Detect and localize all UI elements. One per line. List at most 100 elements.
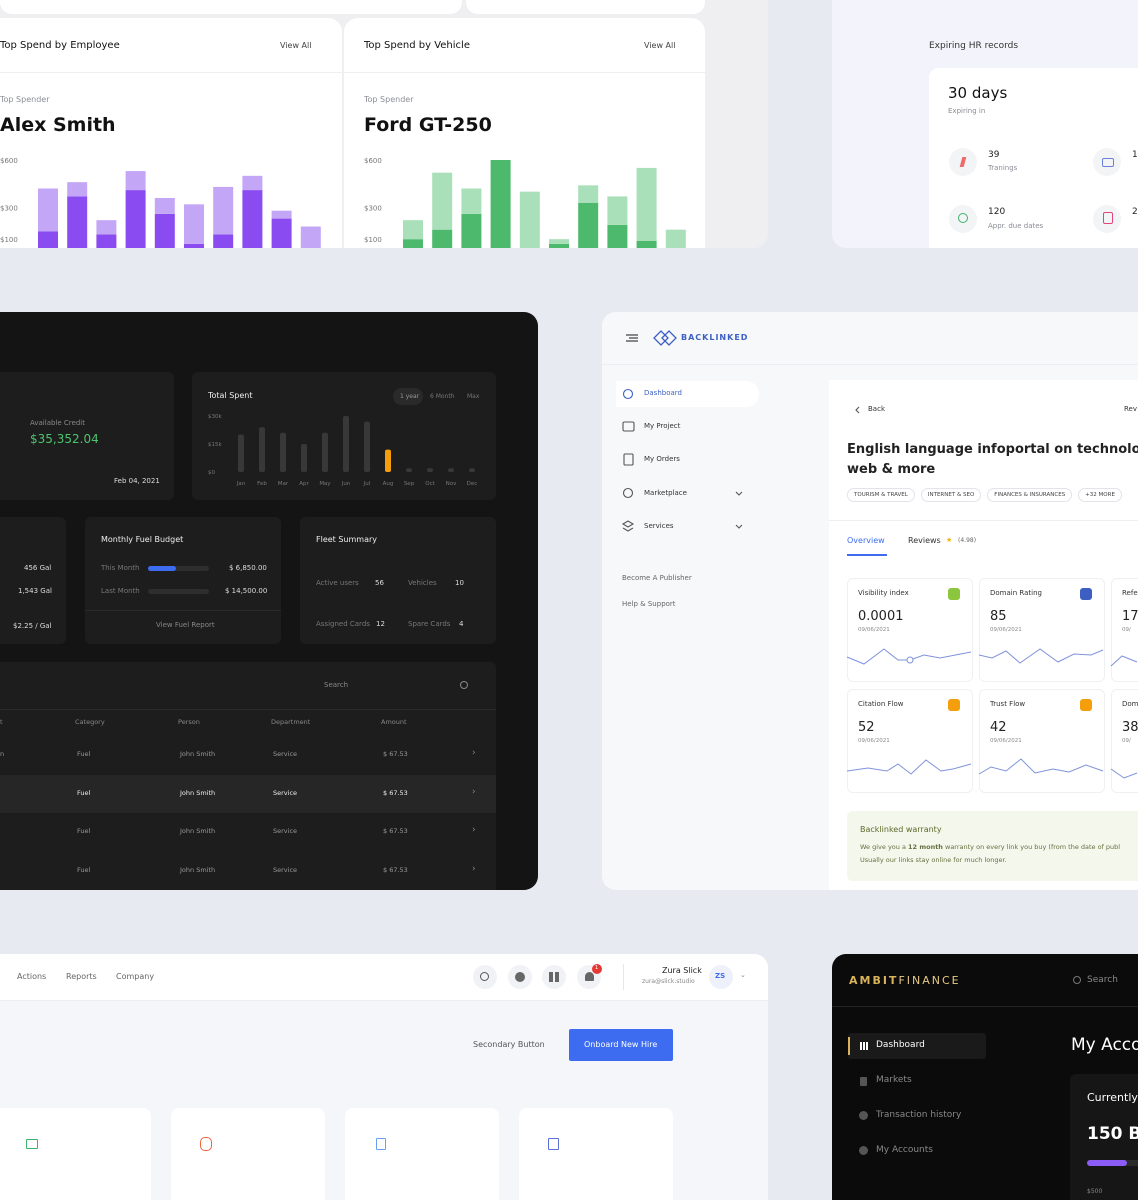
table-cell: Fuel <box>77 866 91 875</box>
metric-value: 38 <box>1122 720 1138 735</box>
nav-item[interactable]: Company <box>116 972 155 981</box>
tab[interactable]: 6 Month <box>430 393 455 400</box>
table-header: Amount <box>381 718 407 726</box>
icon <box>621 520 635 532</box>
card-title: Top Spend by Vehicle <box>364 40 470 51</box>
menu-icon <box>626 334 638 342</box>
tab[interactable]: Reviews <box>908 536 941 545</box>
summary-value: 12 <box>376 620 385 628</box>
tab[interactable]: 1 year <box>400 393 420 400</box>
nav-item[interactable]: Markets <box>876 1075 912 1085</box>
tag[interactable]: TOURISM & TRAVEL <box>847 488 915 502</box>
back-link[interactable]: Back <box>868 405 885 413</box>
fuel-card <box>0 517 66 644</box>
table-cell: $ 67.53 <box>383 788 408 797</box>
metric-value: 52 <box>858 720 875 735</box>
budget-title: Monthly Fuel Budget <box>101 535 184 544</box>
nav-item[interactable]: Actions <box>17 972 47 981</box>
nav-item[interactable]: My Project <box>644 422 681 430</box>
review-link[interactable]: Rev <box>1124 405 1137 413</box>
view-all[interactable]: View All <box>280 41 312 50</box>
nav-icons <box>621 388 860 532</box>
tag[interactable]: FINANCES & INSURANCES <box>987 488 1073 502</box>
x-tick-label: Sep <box>404 481 415 487</box>
nav-item[interactable]: Services <box>644 522 674 530</box>
bar-segment <box>549 239 569 244</box>
tab[interactable]: Max <box>467 393 480 400</box>
chevron[interactable]: ⌄ <box>740 971 746 979</box>
avatar <box>709 965 733 989</box>
search-icon <box>480 972 489 981</box>
side-link[interactable]: Become A Publisher <box>622 574 692 582</box>
nav-active <box>616 381 759 407</box>
nav-item[interactable]: Dashboard <box>876 1040 925 1050</box>
progress-fill <box>1087 1160 1127 1166</box>
card-icon <box>548 1138 559 1150</box>
x-tick-label: Apr <box>299 481 309 487</box>
summary-value: 4 <box>459 620 464 628</box>
bar-segment <box>403 220 423 240</box>
secondary-button[interactable]: Secondary Button <box>473 1040 545 1049</box>
text: warranty on every link you buy (from the… <box>942 843 1121 851</box>
sparkline <box>1110 768 1138 779</box>
spent-chart: $30k $15k $0 Jan Feb Mar Apr May Jun Jul Aug Sep Oct… <box>208 414 477 487</box>
chevron <box>735 491 743 529</box>
nav-item[interactable]: My Accounts <box>876 1145 933 1155</box>
bar-segment <box>519 191 540 248</box>
sparkline-dot <box>906 656 914 664</box>
y-tick-label: $300 <box>0 205 18 213</box>
bar-segment <box>549 243 569 248</box>
logo-a: AMBIT <box>849 974 899 987</box>
warranty-text: We give you a 12 month warranty on every… <box>860 844 1120 851</box>
nav-item[interactable]: Transaction history <box>876 1110 962 1120</box>
tab[interactable]: Overview <box>847 536 885 545</box>
bar-segment <box>67 182 88 197</box>
bar-segment <box>271 218 292 248</box>
caption: Top Spender <box>0 95 50 104</box>
budget-label: This Month <box>101 564 140 572</box>
divider <box>0 709 496 710</box>
row-arrow: › <box>472 864 476 875</box>
bar-segment <box>665 229 686 248</box>
nav-item[interactable]: Marketplace <box>644 489 687 497</box>
row-arrow: › <box>472 825 476 836</box>
y-tick-label: $300 <box>364 205 382 213</box>
divider <box>623 964 624 990</box>
bar-segment <box>461 188 482 214</box>
primary-button-label[interactable]: Onboard New Hire <box>584 1040 658 1049</box>
metric-icon <box>948 588 960 600</box>
backlinked-decor <box>621 330 1138 779</box>
metric-label: Domain Rating <box>990 589 1042 597</box>
bar <box>427 468 433 472</box>
side-link[interactable]: Help & Support <box>622 600 676 608</box>
budget-label: Last Month <box>101 587 140 595</box>
x-tick-label: May <box>319 481 331 487</box>
credit-card <box>0 372 174 500</box>
metric-label: Refe <box>1122 589 1138 597</box>
bar <box>259 427 265 472</box>
table-cell: $ 67.53 <box>383 827 408 836</box>
tag[interactable]: INTERNET & SEO <box>920 488 982 502</box>
y-tick-label: $100 <box>0 236 18 244</box>
sparkline <box>1110 655 1138 667</box>
icon <box>1093 205 1121 233</box>
table-cell: John Smith <box>180 750 216 758</box>
search-field[interactable]: Search <box>1087 975 1118 985</box>
user-name: Zura Slick <box>662 966 702 975</box>
bar-segment <box>242 175 263 191</box>
budget-link[interactable]: View Fuel Report <box>156 621 215 629</box>
budget-amount: $ 14,500.00 <box>225 587 268 595</box>
hr-title: Expiring HR records <box>929 41 1019 51</box>
card-stub <box>0 0 462 14</box>
nav-item[interactable]: Reports <box>66 972 97 981</box>
nav-item[interactable]: My Orders <box>644 455 680 463</box>
card <box>171 1108 325 1200</box>
primary-button[interactable] <box>569 1029 673 1061</box>
view-all[interactable]: View All <box>644 41 676 50</box>
search-field[interactable]: Search <box>324 681 349 689</box>
bar <box>343 416 349 472</box>
metric-label: Visibility index <box>858 589 909 597</box>
nav-item[interactable]: Dashboard <box>644 389 682 397</box>
tag[interactable]: +32 MORE <box>1078 488 1122 502</box>
summary-label: Assigned Cards <box>316 620 370 628</box>
